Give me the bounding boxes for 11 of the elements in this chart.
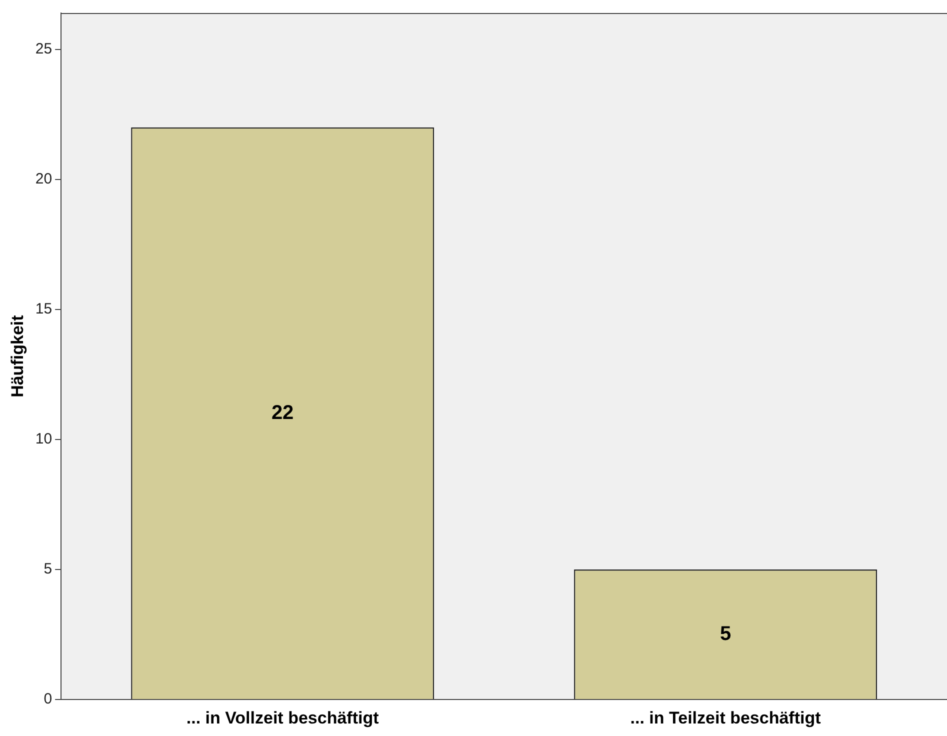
y-tick-label: 25 [35, 40, 52, 58]
y-tick-label: 15 [35, 300, 52, 318]
data-label: 22 [271, 402, 294, 424]
y-tick-label: 20 [35, 170, 52, 188]
y-tick-label: 10 [35, 430, 52, 448]
y-tick-label: 5 [44, 560, 52, 578]
data-label: 5 [720, 622, 732, 645]
y-tick-label: 0 [44, 690, 52, 708]
x-tick-label: ... in Vollzeit beschäftigt [186, 708, 380, 728]
x-tick-label: ... in Teilzeit beschäftigt [630, 708, 822, 728]
y-axis-title: Häufigkeit [8, 314, 27, 398]
